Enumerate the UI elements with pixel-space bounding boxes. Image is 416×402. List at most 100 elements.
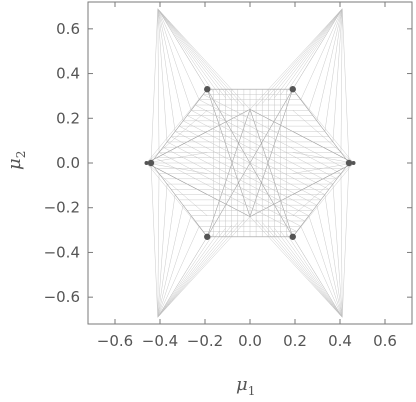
y-tick-label: −0.6 (44, 288, 80, 306)
y-tick-label: −0.4 (44, 243, 80, 261)
web-line (157, 8, 168, 142)
x-axis-label: μ1 (236, 374, 255, 398)
web-line (154, 157, 297, 232)
web-line (157, 8, 160, 153)
web-line (146, 162, 251, 217)
web-line (340, 8, 343, 153)
web-line (157, 226, 200, 318)
x-tick-label: 0.4 (328, 332, 352, 350)
web-line (157, 228, 226, 318)
vertex-spot (289, 86, 296, 93)
web-line (292, 236, 343, 318)
web-line (146, 89, 208, 164)
web-line (255, 8, 343, 107)
web-line (308, 8, 343, 111)
web-line (300, 8, 343, 100)
web-line (175, 131, 317, 206)
x-tick-label: −0.4 (142, 332, 178, 350)
web-line (280, 8, 343, 96)
web-line (249, 109, 354, 164)
web-line (292, 8, 343, 90)
web-line (280, 230, 343, 318)
web-line (268, 225, 343, 318)
x-axis: −0.6 −0.4 −0.2 0.0 0.2 0.4 0.6 (97, 2, 397, 350)
web-line (274, 228, 343, 318)
web-line (157, 205, 184, 318)
y-tick-label: 0.0 (56, 154, 80, 172)
web-line (157, 216, 251, 318)
web-line (157, 222, 238, 318)
web-line (286, 233, 343, 318)
web-line (316, 8, 343, 121)
web-line (157, 215, 192, 318)
x-tick-label: 0.0 (238, 332, 262, 350)
web-line (332, 184, 343, 318)
vertex-spot (289, 233, 296, 240)
vertex-spot (204, 233, 211, 240)
web-line (157, 194, 176, 318)
vertex-spot (204, 86, 211, 93)
web-line (157, 8, 184, 121)
web-line (286, 8, 343, 93)
web-line (170, 136, 313, 211)
tip-spot (144, 161, 149, 165)
plot-lines (146, 8, 354, 318)
web-line (158, 152, 301, 227)
web-line (157, 8, 192, 111)
web-line (268, 8, 343, 101)
web-line (150, 162, 158, 318)
web-line (157, 8, 176, 132)
y-axis-label: μ2 (4, 151, 28, 170)
web-line (316, 205, 343, 318)
x-tick-label: 0.2 (283, 332, 307, 350)
web-line (157, 8, 251, 110)
web-line (292, 89, 354, 164)
plot-spots (144, 86, 356, 240)
web-line (342, 8, 350, 164)
web-line (274, 8, 343, 98)
web-line (157, 8, 200, 100)
web-line (157, 233, 214, 318)
y-tick-label: 0.6 (56, 20, 80, 38)
y-tick-label: 0.2 (56, 109, 80, 127)
web-line (157, 8, 214, 93)
web-line (157, 225, 232, 318)
web-line (324, 194, 343, 318)
web-line (157, 219, 245, 318)
y-tick-label: 0.4 (56, 65, 80, 83)
web-line (157, 8, 226, 98)
x-tick-label: −0.6 (97, 332, 133, 350)
web-line (324, 8, 343, 132)
web-line (157, 8, 232, 101)
x-tick-label: −0.2 (187, 332, 223, 350)
y-axis: 0.6 0.4 0.2 0.0 −0.2 −0.4 −0.6 (44, 20, 412, 306)
tip-spot (351, 161, 356, 165)
y-tick-label: −0.2 (44, 199, 80, 217)
web-line (255, 219, 343, 318)
web-line (249, 8, 343, 110)
vertex-spot (345, 159, 353, 167)
web-line (157, 184, 168, 318)
web-line (342, 162, 350, 318)
web-line (157, 173, 160, 318)
web-line (157, 8, 238, 104)
vertex-spot (147, 159, 155, 167)
web-line (157, 8, 220, 96)
web-line (146, 162, 208, 237)
web-line (249, 216, 343, 318)
web-line (162, 147, 305, 222)
web-line (332, 8, 343, 142)
web-line (157, 8, 245, 107)
web-line (300, 226, 343, 318)
web-line (157, 8, 208, 90)
web-line (179, 125, 321, 201)
web-line (150, 8, 158, 164)
web-line (157, 230, 220, 318)
web-line (292, 162, 354, 237)
web-line (262, 222, 343, 318)
x-tick-label: 0.6 (373, 332, 397, 350)
web-line (157, 236, 208, 318)
web-line (262, 8, 343, 104)
web-line (340, 173, 343, 318)
